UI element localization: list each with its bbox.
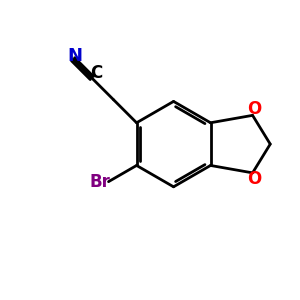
Text: Br: Br	[90, 173, 111, 191]
Text: N: N	[67, 47, 82, 65]
Text: O: O	[248, 170, 262, 188]
Text: C: C	[90, 64, 103, 82]
Text: O: O	[248, 100, 262, 118]
